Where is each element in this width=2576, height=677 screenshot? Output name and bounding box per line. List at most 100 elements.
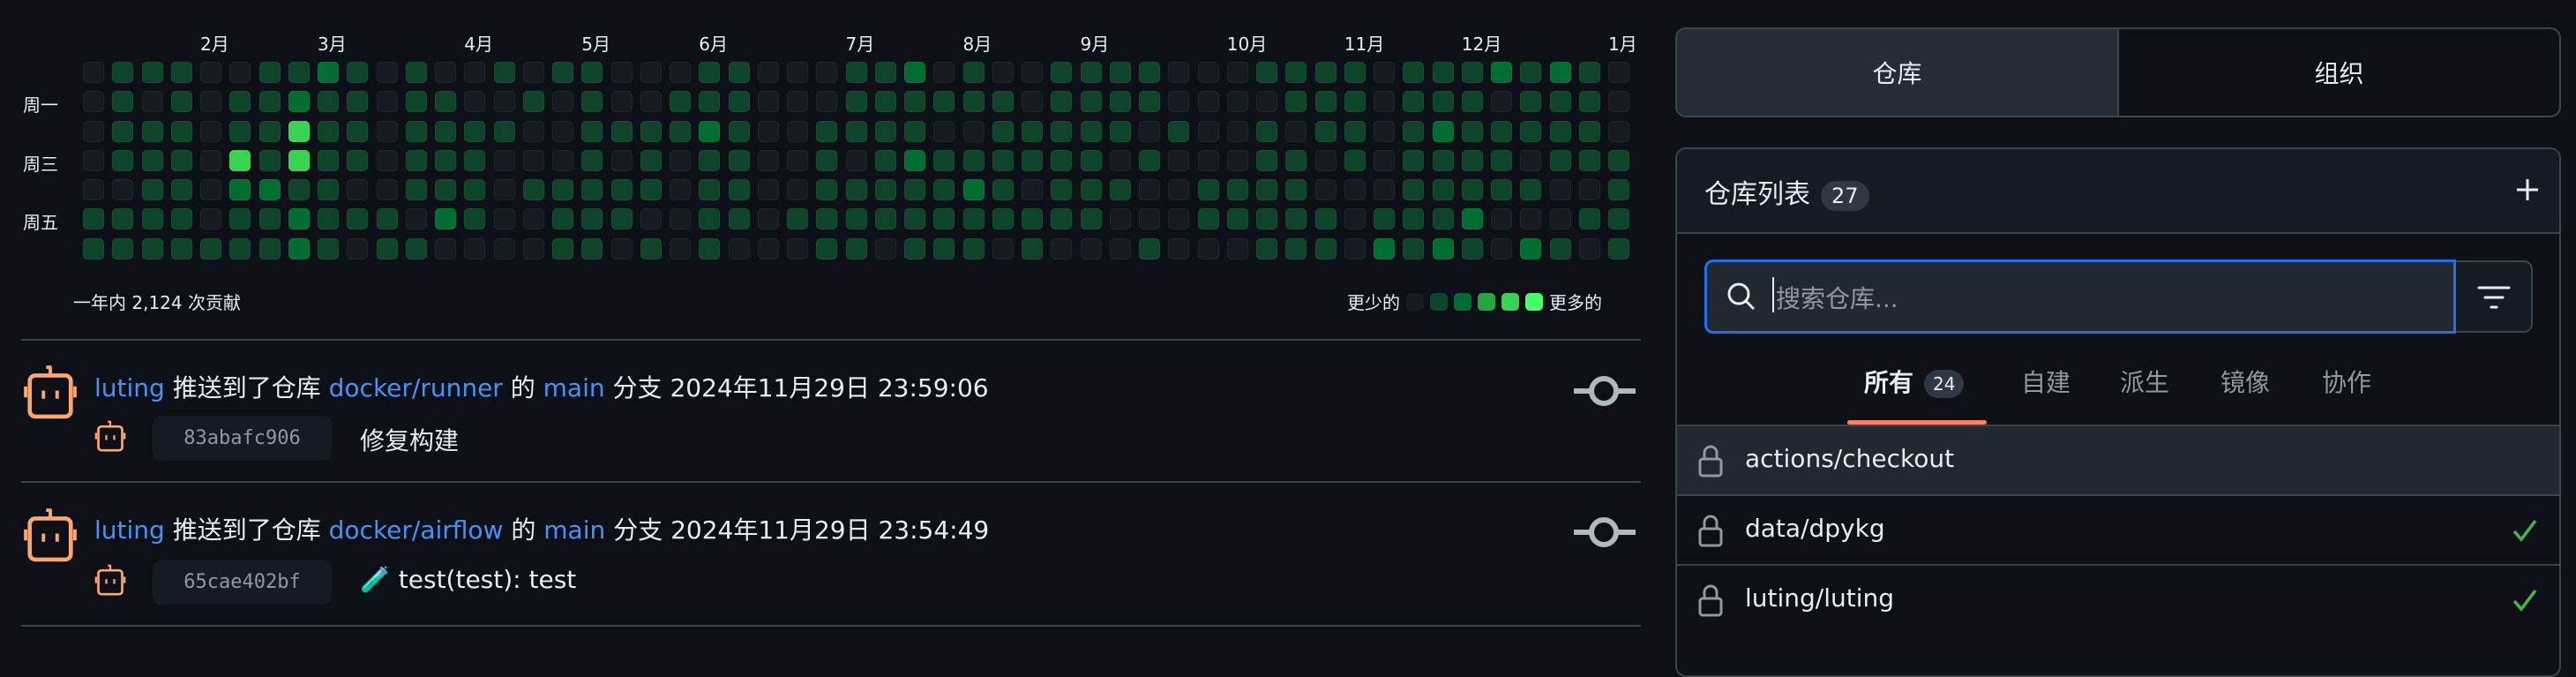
contribution-day[interactable]: [141, 62, 163, 83]
contribution-day[interactable]: [1578, 120, 1600, 142]
contribution-day[interactable]: [1374, 149, 1395, 171]
user-link[interactable]: luting: [94, 373, 165, 402]
contribution-day[interactable]: [1549, 62, 1571, 83]
contribution-day[interactable]: [1491, 120, 1512, 142]
contribution-day[interactable]: [1168, 149, 1190, 171]
contribution-day[interactable]: [1051, 149, 1073, 171]
contribution-day[interactable]: [699, 120, 721, 142]
contribution-day[interactable]: [83, 120, 104, 142]
repo-list-item[interactable]: luting/luting: [1677, 564, 2559, 634]
contribution-day[interactable]: [1578, 91, 1600, 113]
contribution-day[interactable]: [522, 91, 544, 113]
contribution-day[interactable]: [1520, 149, 1542, 171]
contribution-day[interactable]: [318, 120, 339, 142]
contribution-day[interactable]: [552, 179, 573, 200]
contribution-day[interactable]: [1080, 179, 1102, 200]
contribution-day[interactable]: [288, 120, 310, 142]
contribution-day[interactable]: [962, 179, 985, 200]
contribution-day[interactable]: [962, 91, 985, 113]
contribution-day[interactable]: [376, 237, 398, 260]
contribution-day[interactable]: [288, 237, 310, 260]
contribution-day[interactable]: [1022, 91, 1043, 113]
contribution-day[interactable]: [1256, 179, 1277, 200]
contribution-day[interactable]: [376, 149, 398, 171]
contribution-day[interactable]: [962, 237, 985, 260]
contribution-day[interactable]: [1314, 62, 1337, 83]
contribution-day[interactable]: [1285, 62, 1307, 83]
contribution-day[interactable]: [816, 120, 838, 142]
contribution-day[interactable]: [1520, 237, 1542, 260]
contribution-day[interactable]: [1374, 62, 1395, 83]
contribution-day[interactable]: [610, 208, 633, 230]
repo-link[interactable]: docker/runner: [328, 373, 503, 402]
contribution-day[interactable]: [141, 91, 163, 113]
contribution-day[interactable]: [670, 208, 691, 230]
contribution-day[interactable]: [1109, 208, 1131, 230]
contribution-day[interactable]: [493, 91, 515, 113]
contribution-day[interactable]: [258, 91, 281, 113]
contribution-day[interactable]: [1608, 120, 1629, 142]
repo-name[interactable]: data/dpykg: [1745, 514, 1885, 543]
contribution-day[interactable]: [1256, 62, 1277, 83]
contribution-day[interactable]: [1226, 62, 1248, 83]
contribution-day[interactable]: [699, 149, 721, 171]
contribution-day[interactable]: [1226, 237, 1248, 260]
contribution-day[interactable]: [405, 62, 427, 83]
contribution-day[interactable]: [1374, 91, 1395, 113]
contribution-day[interactable]: [552, 237, 573, 260]
contribution-day[interactable]: [464, 62, 486, 83]
contribution-day[interactable]: [1139, 91, 1160, 113]
filter-tab-all[interactable]: 所有 24: [1864, 364, 1965, 399]
contribution-day[interactable]: [435, 179, 456, 200]
contribution-day[interactable]: [1139, 237, 1160, 260]
contribution-day[interactable]: [347, 179, 369, 200]
contribution-day[interactable]: [405, 120, 427, 142]
contribution-day[interactable]: [670, 120, 691, 142]
contribution-day[interactable]: [200, 91, 221, 113]
contribution-day[interactable]: [522, 237, 544, 260]
contribution-day[interactable]: [787, 208, 808, 230]
contribution-day[interactable]: [874, 120, 896, 142]
contribution-day[interactable]: [1432, 149, 1454, 171]
contribution-day[interactable]: [1109, 91, 1131, 113]
contribution-day[interactable]: [1168, 62, 1190, 83]
contribution-day[interactable]: [1374, 208, 1395, 230]
contribution-day[interactable]: [757, 208, 779, 230]
contribution-day[interactable]: [904, 237, 925, 260]
contribution-day[interactable]: [992, 91, 1014, 113]
contribution-day[interactable]: [816, 208, 838, 230]
contribution-day[interactable]: [992, 179, 1014, 200]
contribution-day[interactable]: [112, 62, 134, 83]
contribution-day[interactable]: [992, 149, 1014, 171]
contribution-day[interactable]: [318, 179, 339, 200]
contribution-day[interactable]: [874, 208, 896, 230]
contribution-day[interactable]: [376, 62, 398, 83]
contribution-day[interactable]: [1197, 237, 1219, 260]
contribution-day[interactable]: [699, 237, 721, 260]
contribution-day[interactable]: [1256, 237, 1277, 260]
contribution-day[interactable]: [1578, 149, 1600, 171]
contribution-day[interactable]: [1168, 237, 1190, 260]
contribution-day[interactable]: [1403, 91, 1425, 113]
contribution-day[interactable]: [845, 62, 867, 83]
contribution-day[interactable]: [1080, 91, 1102, 113]
contribution-day[interactable]: [670, 237, 691, 260]
plus-icon[interactable]: [2515, 177, 2540, 202]
contribution-day[interactable]: [376, 179, 398, 200]
contribution-day[interactable]: [1608, 179, 1629, 200]
contribution-day[interactable]: [1461, 91, 1483, 113]
contribution-day[interactable]: [229, 149, 251, 171]
contribution-day[interactable]: [1080, 237, 1102, 260]
contribution-day[interactable]: [1022, 120, 1043, 142]
contribution-day[interactable]: [493, 120, 515, 142]
contribution-day[interactable]: [1608, 237, 1629, 260]
contribution-day[interactable]: [170, 208, 192, 230]
contribution-day[interactable]: [933, 120, 955, 142]
contribution-day[interactable]: [1022, 208, 1043, 230]
contribution-day[interactable]: [347, 62, 369, 83]
contribution-day[interactable]: [933, 208, 955, 230]
contribution-day[interactable]: [464, 208, 486, 230]
contribution-day[interactable]: [699, 208, 721, 230]
contribution-day[interactable]: [1491, 208, 1512, 230]
contribution-day[interactable]: [522, 120, 544, 142]
